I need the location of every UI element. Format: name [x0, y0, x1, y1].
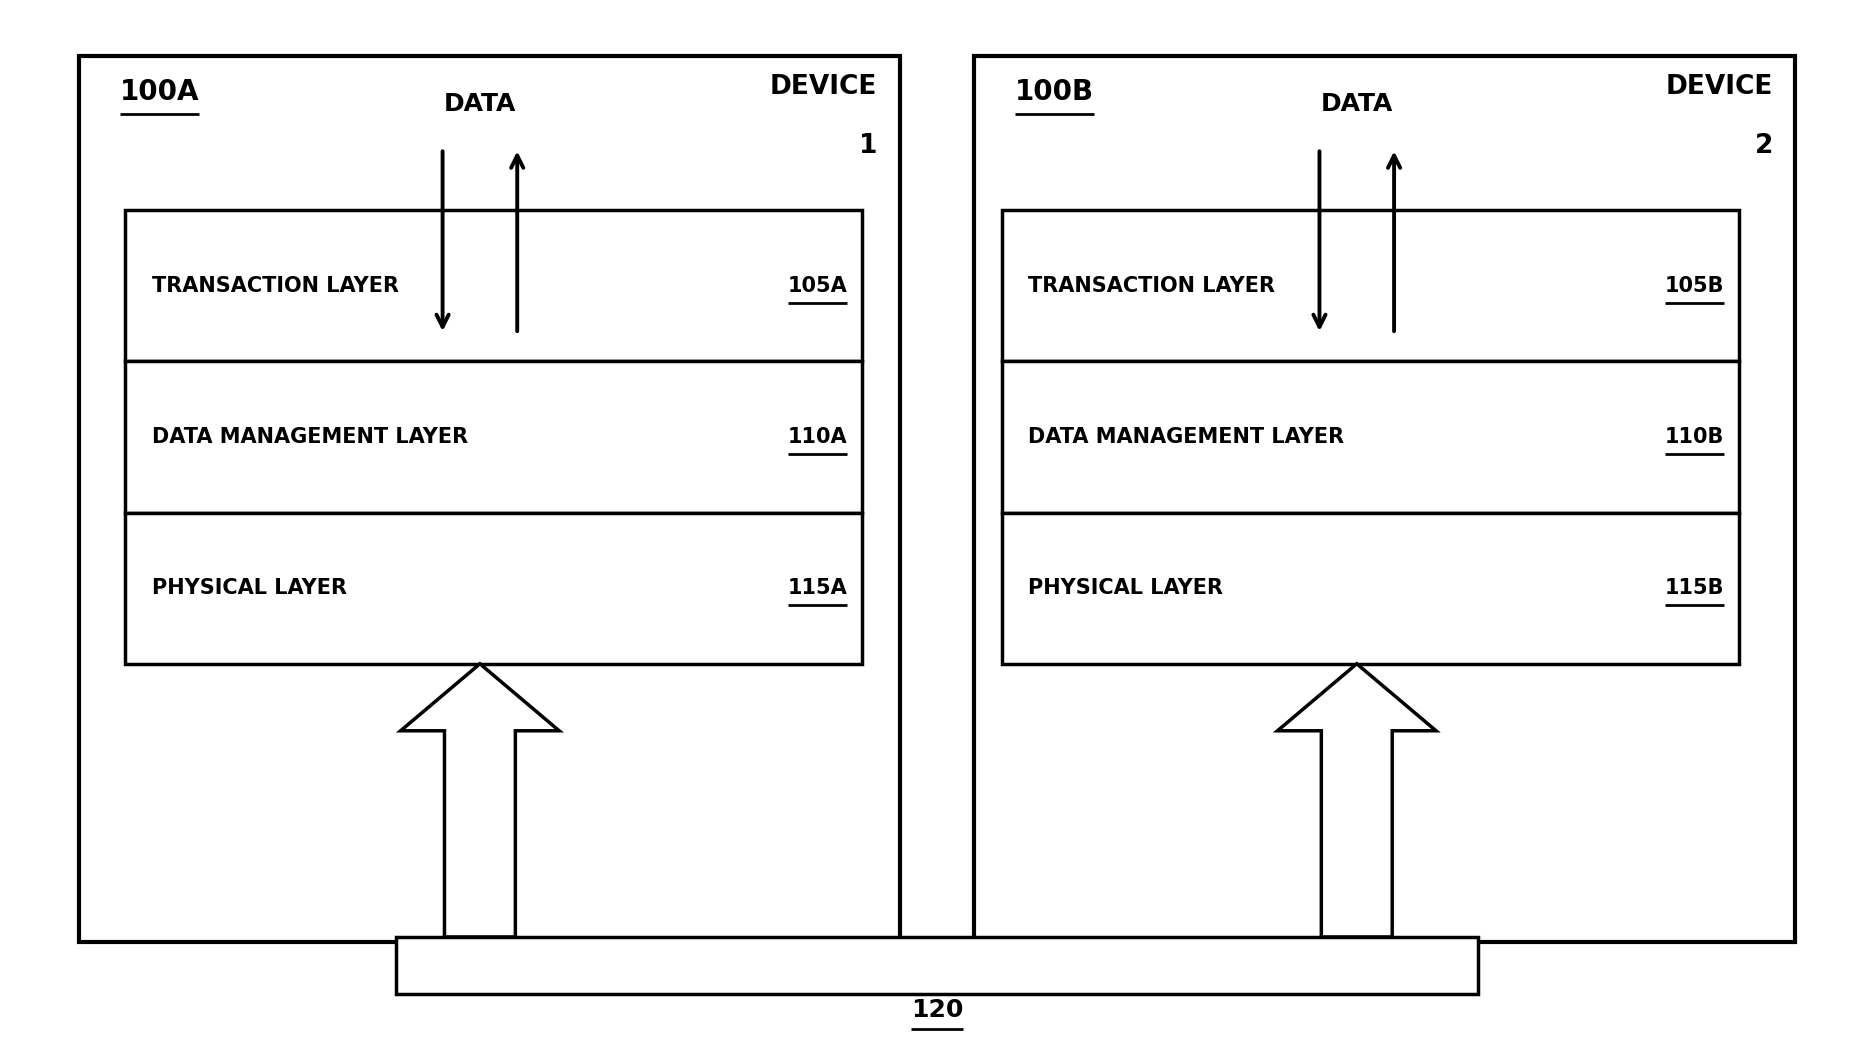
Text: 2: 2 — [1753, 133, 1772, 159]
Text: 115A: 115A — [787, 579, 847, 598]
Bar — [395, 937, 1478, 993]
Bar — [79, 56, 899, 942]
Text: TRANSACTION LAYER: TRANSACTION LAYER — [1028, 276, 1276, 296]
Text: 105B: 105B — [1663, 276, 1723, 296]
Text: 100B: 100B — [1015, 78, 1094, 106]
Bar — [125, 210, 862, 362]
Polygon shape — [401, 664, 558, 937]
Text: 105A: 105A — [787, 276, 847, 296]
Text: DEVICE: DEVICE — [1665, 74, 1772, 100]
Text: PHYSICAL LAYER: PHYSICAL LAYER — [1028, 579, 1223, 598]
Bar — [125, 512, 862, 664]
Text: DATA: DATA — [1320, 91, 1392, 115]
Text: 115B: 115B — [1663, 579, 1723, 598]
Text: 110B: 110B — [1663, 427, 1723, 447]
Bar — [125, 362, 862, 512]
Text: 1: 1 — [858, 133, 877, 159]
Text: DATA MANAGEMENT LAYER: DATA MANAGEMENT LAYER — [1028, 427, 1343, 447]
Text: DEVICE: DEVICE — [770, 74, 877, 100]
Bar — [1002, 210, 1738, 362]
Bar — [1002, 362, 1738, 512]
Polygon shape — [1277, 664, 1435, 937]
Text: PHYSICAL LAYER: PHYSICAL LAYER — [152, 579, 347, 598]
Text: TRANSACTION LAYER: TRANSACTION LAYER — [152, 276, 399, 296]
Text: 100A: 100A — [120, 78, 199, 106]
Bar — [1002, 512, 1738, 664]
Text: DATA: DATA — [444, 91, 515, 115]
Text: 120: 120 — [910, 997, 963, 1021]
Text: 110A: 110A — [787, 427, 847, 447]
Text: DATA MANAGEMENT LAYER: DATA MANAGEMENT LAYER — [152, 427, 468, 447]
Bar — [974, 56, 1794, 942]
